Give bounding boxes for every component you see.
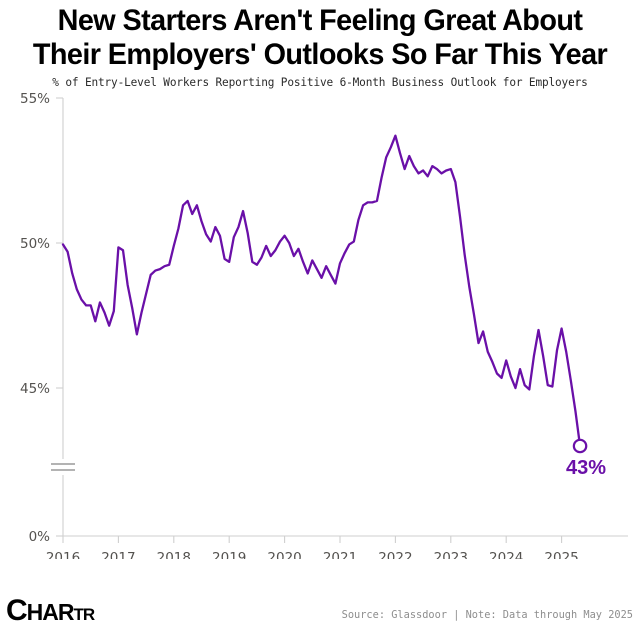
x-tick-label: 2019 [212,550,246,559]
series-path [61,134,582,448]
axes [51,97,628,544]
y-tick-label: 55% [20,91,50,107]
x-tick-label: 2021 [323,550,357,559]
x-tick-label: 2020 [267,550,301,559]
source-note: Source: Glassdoor | Note: Data through M… [341,609,633,621]
chart-subtitle: % of Entry-Level Workers Reporting Posit… [52,76,588,90]
x-axis-labels: 2016 2017 2018 2019 2020 2021 2022 2023 2024 2025 [46,550,579,559]
x-tick-label: 2025 [544,550,578,559]
x-tick-label: 2023 [434,550,468,559]
y-tick-label: 0% [29,529,51,545]
logo-letter-c: C [6,594,28,627]
end-point-marker [572,438,588,454]
x-tick-label: 2017 [101,550,135,559]
logo-letters-tr: TR [73,605,96,624]
x-tick-label: 2018 [157,550,191,559]
chart-area: 0% 45% 50% 55% 2016 2017 2018 2019 2020 2021 2022… [0,89,640,559]
end-value-label: 43% [566,457,606,479]
data-series [61,134,582,448]
x-tick-label: 2024 [489,550,523,559]
x-tick-label: 2022 [378,550,412,559]
page-title: New Starters Aren't Feeling Great About … [32,4,608,71]
logo-letters-har: HAR [26,599,75,625]
footer: CHARTR Source: Glassdoor | Note: Data th… [0,588,640,632]
header: New Starters Aren't Feeling Great About … [0,0,640,89]
y-tick-label: 45% [20,381,50,397]
data-annotations: 43% [566,438,606,479]
x-tick-label: 2016 [46,550,80,559]
line-chart: 0% 45% 50% 55% 2016 2017 2018 2019 2020 2021 2022… [20,91,628,559]
chartr-logo: CHARTR [6,594,96,627]
y-axis-labels: 0% 45% 50% 55% [20,91,50,545]
y-tick-label: 50% [20,236,50,252]
